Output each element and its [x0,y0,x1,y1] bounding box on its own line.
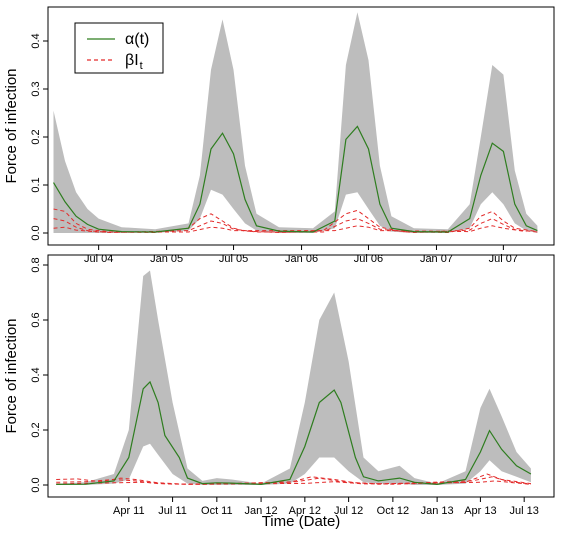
panel-2-y-tick-label: 0.4 [30,367,42,382]
panel-2-plot-area [56,270,532,486]
legend-label-subscript: t [140,60,143,72]
panel-2-x-tick-label: Jul 11 [158,505,187,517]
legend-box [74,22,164,74]
panel-2-x-tick-label: Jan 13 [421,505,454,517]
panel-1-y-tick-label: 0.4 [30,33,42,48]
panel-2-y-axis-label: Force of infection [3,318,20,433]
panel-2-x-tick-label: Oct 11 [201,505,233,517]
panel-2-x-tick-label: Apr 12 [289,505,321,517]
panel-2-y-tick-label: 0.6 [30,312,42,327]
panel-2-beta-line-3 [56,480,531,485]
panel-1-y-tick-label: 0.0 [30,225,42,240]
panel-2-x-axis-label: Time (Date) [262,513,341,530]
panel-2: 0.0 0.2 0.4 0.6 0.8 Apr 11 Jul 11 Oct 11 Jan 12 A… [3,254,555,530]
panel-1-plot-area [52,12,538,234]
panel-2-y-tick-label: 0.0 [30,477,42,492]
panel-2-beta-line-2 [56,476,531,485]
panel-2-y-tick-label: 0.2 [30,422,42,437]
panel-2-x-tick-label: Apr 11 [113,505,145,517]
panel-2-x-tick-label: Apr 13 [464,505,496,517]
panel-1: 0.0 0.1 0.2 0.3 0.4 Jul 04 Jan 05 Jul 05 Jan 06 J… [3,6,555,265]
legend-label-1: α(t) [125,31,149,48]
panel-2-x-tick-label: Jan 12 [245,505,278,517]
panel-1-y-tick-label: 0.1 [30,177,42,192]
panel-1-x-tick-label: Jan 05 [150,253,183,265]
panel-2-alpha-line [56,380,532,486]
panel-1-x-tick-label: Jul 04 [84,253,113,265]
legend-label-2: βI [125,52,139,69]
panel-1-x-tick-label: Jul 05 [219,253,248,265]
panel-1-frame [47,6,555,246]
panel-2-frame [47,254,555,498]
panel-2-y-tick-label: 0.8 [30,257,42,272]
panel-1-beta-line-3 [53,225,527,233]
panel-1-legend: α(t) βI t [74,22,164,74]
panel-1-y-axis-label: Force of infection [3,68,20,183]
panel-1-x-tick-label: Jan 06 [285,253,318,265]
panel-2-x-tick-label: Jul 13 [509,505,538,517]
panel-1-y-tick-label: 0.3 [30,81,42,96]
panel-2-x-tick-label: Jul 12 [334,505,363,517]
panel-1-x-tick-label: Jul 06 [354,253,383,265]
panel-1-x-tick-label: Jan 07 [420,253,453,265]
panel-1-y-tick-label: 0.2 [30,129,42,144]
panel-2-x-tick-label: Oct 12 [377,505,409,517]
panel-1-alpha-line [52,125,538,233]
panel-2-credible-band [56,270,531,485]
panel-2-beta-line-1 [56,473,531,485]
panel-1-x-tick-label: Jul 07 [489,253,518,265]
